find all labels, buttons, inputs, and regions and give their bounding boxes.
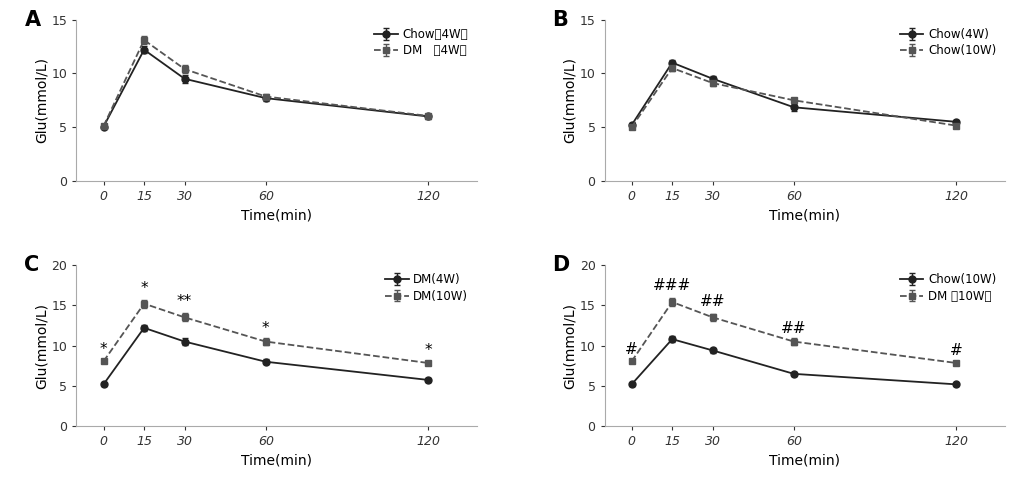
- Y-axis label: Glu(mmol/L): Glu(mmol/L): [35, 303, 49, 389]
- X-axis label: Time(min): Time(min): [768, 209, 840, 222]
- Legend: DM(4W), DM(10W): DM(4W), DM(10W): [382, 271, 470, 305]
- Text: *: *: [262, 321, 269, 336]
- Text: B: B: [552, 10, 568, 30]
- Text: #: #: [625, 342, 638, 357]
- Legend: Chow(10W), DM ！10W）: Chow(10W), DM ！10W）: [897, 271, 998, 305]
- Text: #: #: [949, 343, 962, 358]
- Text: C: C: [24, 255, 40, 275]
- Legend: Chow（4W）, DM   （4W）: Chow（4W）, DM （4W）: [372, 25, 470, 60]
- X-axis label: Time(min): Time(min): [768, 454, 840, 468]
- Text: ###: ###: [652, 278, 691, 293]
- Y-axis label: Glu(mmol/L): Glu(mmol/L): [562, 303, 577, 389]
- Y-axis label: Glu(mmol/L): Glu(mmol/L): [562, 57, 577, 143]
- X-axis label: Time(min): Time(min): [240, 209, 312, 222]
- Text: *: *: [141, 281, 148, 295]
- X-axis label: Time(min): Time(min): [240, 454, 312, 468]
- Text: *: *: [424, 343, 431, 358]
- Y-axis label: Glu(mmol/L): Glu(mmol/L): [35, 57, 49, 143]
- Text: ##: ##: [699, 294, 725, 309]
- Text: ##: ##: [781, 321, 806, 336]
- Text: **: **: [177, 294, 192, 309]
- Text: D: D: [552, 255, 570, 275]
- Text: A: A: [24, 10, 41, 30]
- Legend: Chow(4W), Chow(10W): Chow(4W), Chow(10W): [897, 25, 998, 60]
- Text: *: *: [100, 342, 107, 357]
